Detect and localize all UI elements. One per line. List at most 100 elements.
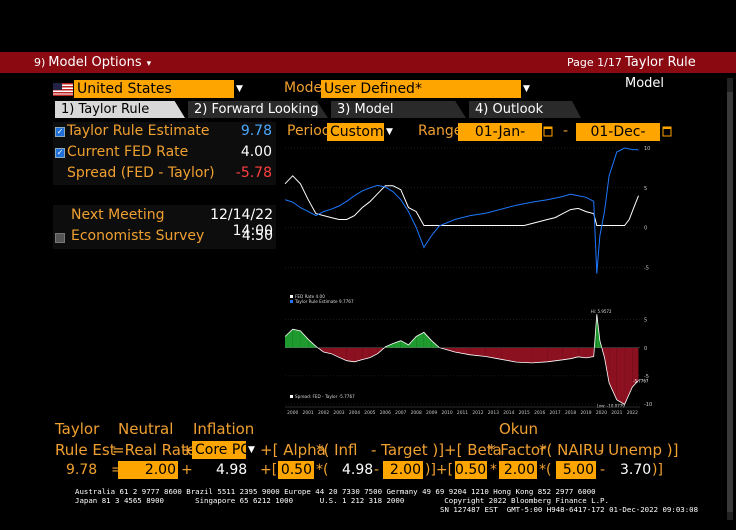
footer-line-3: SN 127487 EST GMT-5:00 H948-6417-172 01-…	[440, 505, 699, 514]
core-pce-select[interactable]: Core PCE	[192, 441, 246, 459]
spread-area	[547, 347, 563, 362]
x-tick-label: 2021	[611, 410, 622, 416]
economists-survey-checkbox[interactable]	[55, 233, 65, 243]
x-tick-label: 2004	[349, 410, 360, 416]
period-dropdown-icon[interactable]: ▼	[384, 123, 395, 141]
formula-plus: +	[181, 441, 194, 459]
model-dropdown-icon[interactable]: ▼	[521, 80, 532, 98]
real-rate-input[interactable]: 2.00	[118, 461, 178, 479]
x-tick-label: 2009	[426, 410, 437, 416]
factor-input[interactable]: 2.00	[499, 461, 537, 479]
x-tick-label: 2000	[287, 410, 298, 416]
footer-line-1: Australia 61 2 9777 8600 Brazil 5511 239…	[75, 487, 596, 496]
formula-star: *	[490, 462, 497, 478]
us-flag-icon	[53, 81, 73, 96]
footer-line-2: Japan 81 3 4565 8900 Singapore 65 6212 1…	[75, 496, 609, 505]
spread-area	[393, 340, 401, 348]
alpha-input[interactable]: 0.50	[278, 461, 314, 479]
spread-area	[346, 347, 355, 362]
scrollbar-thumb[interactable]	[727, 92, 733, 512]
spread-area	[369, 347, 378, 358]
fed-rate-label: Current FED Rate	[67, 144, 189, 160]
model-options-label: Model Options	[48, 55, 142, 70]
spread-area	[354, 347, 363, 362]
spread-area	[632, 347, 639, 388]
spread-area	[604, 347, 610, 383]
model-select[interactable]: User Defined*	[321, 80, 521, 98]
beta-input[interactable]: 0.50	[455, 461, 487, 479]
legend-entry: FED Rate 4.00	[295, 294, 325, 299]
spread-area	[624, 347, 633, 405]
tab-model-performance[interactable]: 3) Model Performance	[331, 101, 466, 118]
annotation-last: -5.7767	[633, 378, 649, 383]
spread-area	[594, 314, 597, 348]
x-tick-label: 2018	[565, 410, 576, 416]
tab-forward-looking-est[interactable]: 2) Forward Looking Est	[188, 101, 328, 118]
taylor-estimate-value: 9.78	[240, 123, 272, 139]
x-tick-label: 2001	[303, 410, 314, 416]
country-dropdown-icon[interactable]: ▼	[234, 80, 245, 98]
annotation-high: Hi: 5.9572	[591, 309, 612, 314]
core-pce-dropdown-icon[interactable]: ▼	[246, 441, 257, 459]
spread-area	[570, 347, 579, 359]
scrollbar[interactable]	[727, 78, 733, 520]
range-label: Range	[418, 123, 463, 139]
x-tick-label: 2011	[457, 410, 468, 416]
x-tick-label: 2015	[519, 410, 530, 416]
taylor-estimate-checkbox[interactable]: ✓	[55, 127, 65, 137]
y-tick-label: 10	[644, 146, 650, 152]
fed-rate-checkbox[interactable]: ✓	[55, 148, 65, 158]
spread-area	[531, 347, 548, 363]
spread-area	[423, 332, 432, 348]
spread-area	[616, 347, 625, 405]
nairu-input[interactable]: 5.00	[556, 461, 596, 479]
spread-area	[300, 330, 309, 348]
model-options-menu[interactable]: 9) Model Options ▾	[34, 52, 151, 75]
spread-area	[408, 336, 417, 348]
formula-neutral-header: Neutral	[118, 420, 174, 438]
page-title: Taylor Rule Model	[625, 55, 696, 91]
y-tick-label: 5	[644, 318, 647, 324]
spread-area	[516, 347, 532, 363]
legend-swatch	[290, 395, 293, 398]
country-select[interactable]: United States	[74, 80, 234, 98]
formula-factor: * Factor	[488, 441, 547, 459]
calendar-icon[interactable]	[662, 124, 672, 139]
legend-entry: Spread: FED - Taylor -5.7767	[295, 394, 355, 399]
tab-taylor-rule-model[interactable]: 1) Taylor Rule Model	[55, 101, 185, 118]
formula-infl: *( Infl	[316, 441, 358, 459]
bottom-chart: 5 0 -5 -10 Spread: FED - Taylor -5.7767 Hi: 5…	[284, 309, 652, 408]
formula-minus: -	[374, 462, 380, 478]
model-label: Model	[284, 80, 327, 96]
x-tick-label: 2019	[580, 410, 591, 416]
formula-star-paren-2: *(	[539, 462, 552, 478]
formula-eq: =	[111, 462, 123, 478]
formula-rule-est: Rule Est	[55, 441, 116, 459]
taylor-estimate-label: Taylor Rule Estimate	[67, 123, 210, 139]
calendar-icon[interactable]	[543, 124, 553, 139]
spread-area	[485, 347, 502, 360]
spread-area	[339, 347, 347, 361]
formula-star-paren: *(	[316, 462, 329, 478]
fed-rate-value: 4.00	[240, 144, 272, 160]
range-end-input[interactable]: 01-Dec-2022	[576, 123, 660, 158]
infl-value: 4.98	[342, 462, 374, 478]
spread-area	[416, 332, 424, 348]
annotation-low: Low: -10.0779	[597, 403, 626, 408]
x-tick-label: 2003	[333, 410, 344, 416]
tab-outlook-matrix[interactable]: 4) Outlook Matrix	[469, 101, 581, 118]
spread-area	[377, 347, 385, 354]
y-tick-label: 0	[644, 226, 647, 232]
target-input[interactable]: 2.00	[383, 461, 423, 479]
formula-inflation-header: Inflation	[193, 420, 255, 438]
formula-minus-2: -	[600, 462, 606, 478]
formula-plus-2: +	[181, 462, 193, 478]
range-start-input[interactable]: 01-Jan-2000	[458, 123, 542, 158]
period-select[interactable]: Custom	[327, 123, 384, 141]
spread-area	[454, 347, 471, 355]
meeting-panel	[53, 205, 276, 249]
series-line	[284, 147, 639, 274]
spread-area	[285, 329, 293, 348]
